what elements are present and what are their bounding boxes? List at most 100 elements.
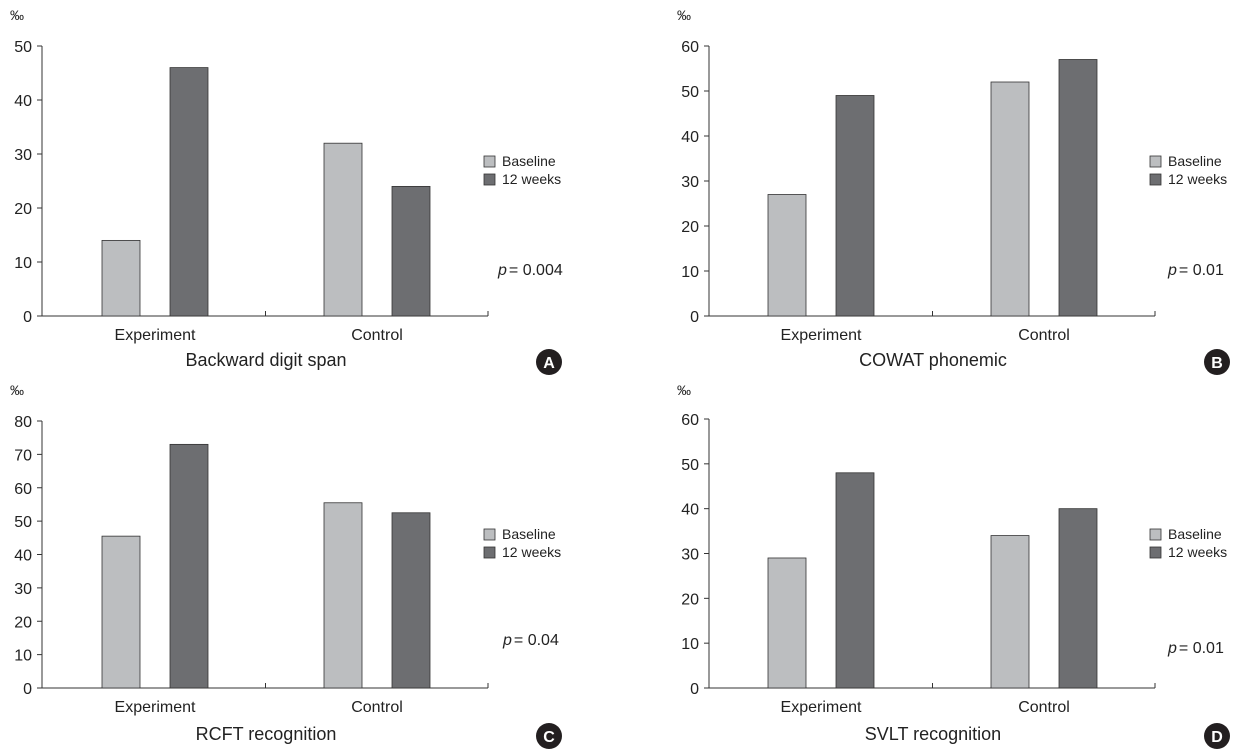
legend-swatch bbox=[1149, 528, 1162, 541]
p-value: = 0.04 bbox=[514, 632, 559, 649]
p-symbol: p bbox=[497, 262, 507, 279]
legend: Baseline 12 weeks bbox=[483, 153, 561, 187]
x-category-label: Control bbox=[1018, 699, 1070, 716]
bar-12-weeks-control bbox=[1058, 59, 1098, 317]
y-tick-label: 0 bbox=[23, 309, 32, 326]
y-tick-label: 20 bbox=[14, 201, 32, 218]
legend-label: 12 weeks bbox=[1168, 171, 1227, 187]
p-value-annotation: p = 0.004 bbox=[497, 262, 563, 279]
panel-badge-circle bbox=[1204, 349, 1230, 375]
y-tick-label: 30 bbox=[681, 547, 699, 564]
legend-swatch bbox=[1149, 173, 1162, 186]
legend-label: Baseline bbox=[1168, 153, 1222, 169]
y-tick-label: 10 bbox=[14, 255, 32, 272]
x-category-label: Experiment bbox=[781, 327, 862, 344]
legend-label: 12 weeks bbox=[1168, 544, 1227, 560]
legend-swatch bbox=[483, 546, 496, 559]
bar-baseline-control bbox=[323, 142, 363, 317]
panel-badge-circle bbox=[536, 723, 562, 749]
panel-badge: A bbox=[536, 349, 562, 375]
legend-swatch bbox=[1149, 546, 1162, 559]
panel-title: COWAT phonemic bbox=[859, 350, 1007, 370]
panel-title: RCFT recognition bbox=[196, 724, 337, 744]
x-category-label: Control bbox=[351, 699, 403, 716]
p-symbol: p bbox=[1167, 640, 1177, 657]
y-tick-label: 40 bbox=[14, 548, 32, 565]
y-tick-label: 50 bbox=[14, 514, 32, 531]
panel-title: SVLT recognition bbox=[865, 724, 1001, 744]
y-tick-label: 40 bbox=[681, 502, 699, 519]
panel-badge-letter: B bbox=[1211, 355, 1223, 372]
bar-12-weeks-experiment bbox=[835, 95, 875, 317]
legend-label: 12 weeks bbox=[502, 544, 561, 560]
legend-swatch bbox=[483, 155, 496, 168]
y-unit-label: ‰ bbox=[10, 382, 24, 398]
panel-badge-letter: A bbox=[543, 355, 555, 372]
y-tick-label: 40 bbox=[681, 129, 699, 146]
bar-baseline-control bbox=[990, 535, 1030, 689]
y-tick-label: 40 bbox=[14, 93, 32, 110]
legend: Baseline 12 weeks bbox=[483, 526, 561, 560]
panel-badge-letter: D bbox=[1211, 729, 1223, 746]
p-value-annotation: p = 0.04 bbox=[502, 632, 559, 649]
panel-badge: B bbox=[1204, 349, 1230, 375]
legend: Baseline 12 weeks bbox=[1149, 153, 1227, 187]
x-category-label: Experiment bbox=[115, 699, 196, 716]
p-value-annotation: p = 0.01 bbox=[1167, 262, 1224, 279]
panel-badge-circle bbox=[1204, 723, 1230, 749]
legend-label: Baseline bbox=[1168, 526, 1222, 542]
y-tick-label: 50 bbox=[14, 39, 32, 56]
panel-badge: D bbox=[1204, 723, 1230, 749]
p-value-annotation: p = 0.01 bbox=[1167, 640, 1224, 657]
bar-12-weeks-control bbox=[1058, 508, 1098, 689]
p-symbol: p bbox=[502, 632, 512, 649]
legend: Baseline 12 weeks bbox=[1149, 526, 1227, 560]
x-category-label: Experiment bbox=[115, 327, 196, 344]
bar-baseline-experiment bbox=[767, 557, 807, 689]
bar-12-weeks-experiment bbox=[835, 472, 875, 689]
p-value: = 0.01 bbox=[1179, 640, 1224, 657]
bar-12-weeks-experiment bbox=[169, 443, 209, 689]
panel-badge-circle bbox=[536, 349, 562, 375]
y-unit-label: ‰ bbox=[677, 7, 691, 23]
y-unit-label: ‰ bbox=[677, 382, 691, 398]
bar-baseline-experiment bbox=[101, 239, 141, 317]
chart-panel-a: ‰ 0 10 20 30 40 50 Experiment Control Baseline 12 … bbox=[10, 7, 563, 375]
p-value: = 0.004 bbox=[509, 262, 563, 279]
y-tick-label: 20 bbox=[14, 614, 32, 631]
y-tick-label: 30 bbox=[681, 174, 699, 191]
legend-swatch bbox=[1149, 155, 1162, 168]
legend-label: Baseline bbox=[502, 153, 556, 169]
y-tick-label: 30 bbox=[14, 147, 32, 164]
y-tick-label: 60 bbox=[681, 412, 699, 429]
y-tick-label: 60 bbox=[681, 39, 699, 56]
y-tick-label: 30 bbox=[14, 581, 32, 598]
bar-baseline-control bbox=[990, 81, 1030, 317]
y-tick-label: 70 bbox=[14, 447, 32, 464]
y-tick-label: 50 bbox=[681, 457, 699, 474]
x-category-label: Control bbox=[351, 327, 403, 344]
legend-label: 12 weeks bbox=[502, 171, 561, 187]
bar-12-weeks-control bbox=[391, 185, 431, 317]
chart-panel-b: ‰ 0 10 20 30 40 50 60 Experiment Control Baseline 1… bbox=[677, 7, 1230, 375]
y-tick-label: 0 bbox=[23, 681, 32, 698]
x-category-label: Experiment bbox=[781, 699, 862, 716]
y-tick-label: 10 bbox=[681, 636, 699, 653]
y-tick-label: 10 bbox=[14, 648, 32, 665]
panel-title: Backward digit span bbox=[185, 350, 346, 370]
y-tick-label: 60 bbox=[14, 481, 32, 498]
bar-baseline-control bbox=[323, 502, 363, 689]
y-tick-label: 20 bbox=[681, 591, 699, 608]
y-unit-label: ‰ bbox=[10, 7, 24, 23]
chart-panel-d: ‰ 0 10 20 30 40 50 60 Experiment Control Baseline 1… bbox=[677, 382, 1230, 749]
bar-baseline-experiment bbox=[767, 194, 807, 317]
panel-badge: C bbox=[536, 723, 562, 749]
legend-swatch bbox=[483, 173, 496, 186]
p-value: = 0.01 bbox=[1179, 262, 1224, 279]
y-tick-label: 0 bbox=[690, 681, 699, 698]
y-tick-label: 10 bbox=[681, 264, 699, 281]
bar-12-weeks-control bbox=[391, 512, 431, 689]
y-tick-label: 80 bbox=[14, 414, 32, 431]
bar-baseline-experiment bbox=[101, 535, 141, 689]
